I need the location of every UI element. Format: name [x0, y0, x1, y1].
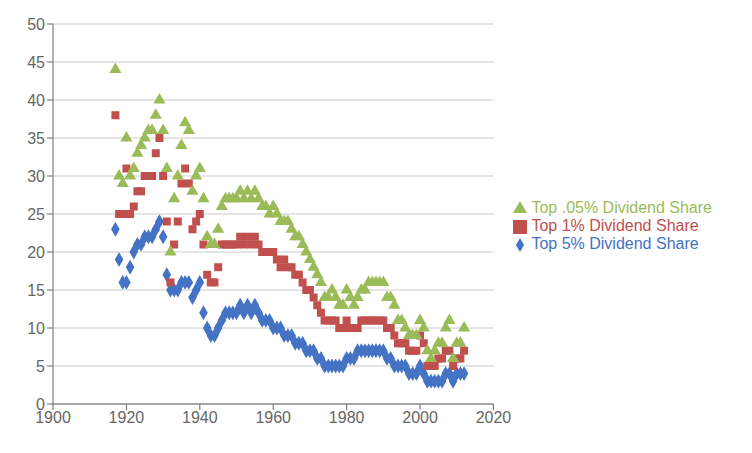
svg-text:40: 40 [27, 92, 45, 109]
svg-text:15: 15 [27, 282, 45, 299]
svg-text:0: 0 [36, 396, 45, 413]
svg-text:50: 50 [27, 16, 45, 33]
svg-text:1980: 1980 [329, 409, 365, 426]
svg-text:1940: 1940 [182, 409, 218, 426]
svg-text:1920: 1920 [109, 409, 145, 426]
svg-text:45: 45 [27, 54, 45, 71]
html-text:Top 1% Dividend Share: Top 1% Dividend Share [531, 217, 699, 234]
svg-text:35: 35 [27, 130, 45, 147]
svg-text:5: 5 [36, 358, 45, 375]
svg-text:30: 30 [27, 168, 45, 185]
svg-text:1960: 1960 [255, 409, 291, 426]
svg-text:25: 25 [27, 206, 45, 223]
html-text:Top .05% Dividend Share: Top .05% Dividend Share [531, 199, 712, 216]
svg-text:20: 20 [27, 244, 45, 261]
svg-text:10: 10 [27, 320, 45, 337]
html-text:Top 5% Dividend Share: Top 5% Dividend Share [531, 235, 699, 252]
svg-text:1900: 1900 [35, 409, 71, 427]
svg-text:2000: 2000 [402, 409, 438, 426]
svg-text:2020: 2020 [476, 409, 512, 426]
